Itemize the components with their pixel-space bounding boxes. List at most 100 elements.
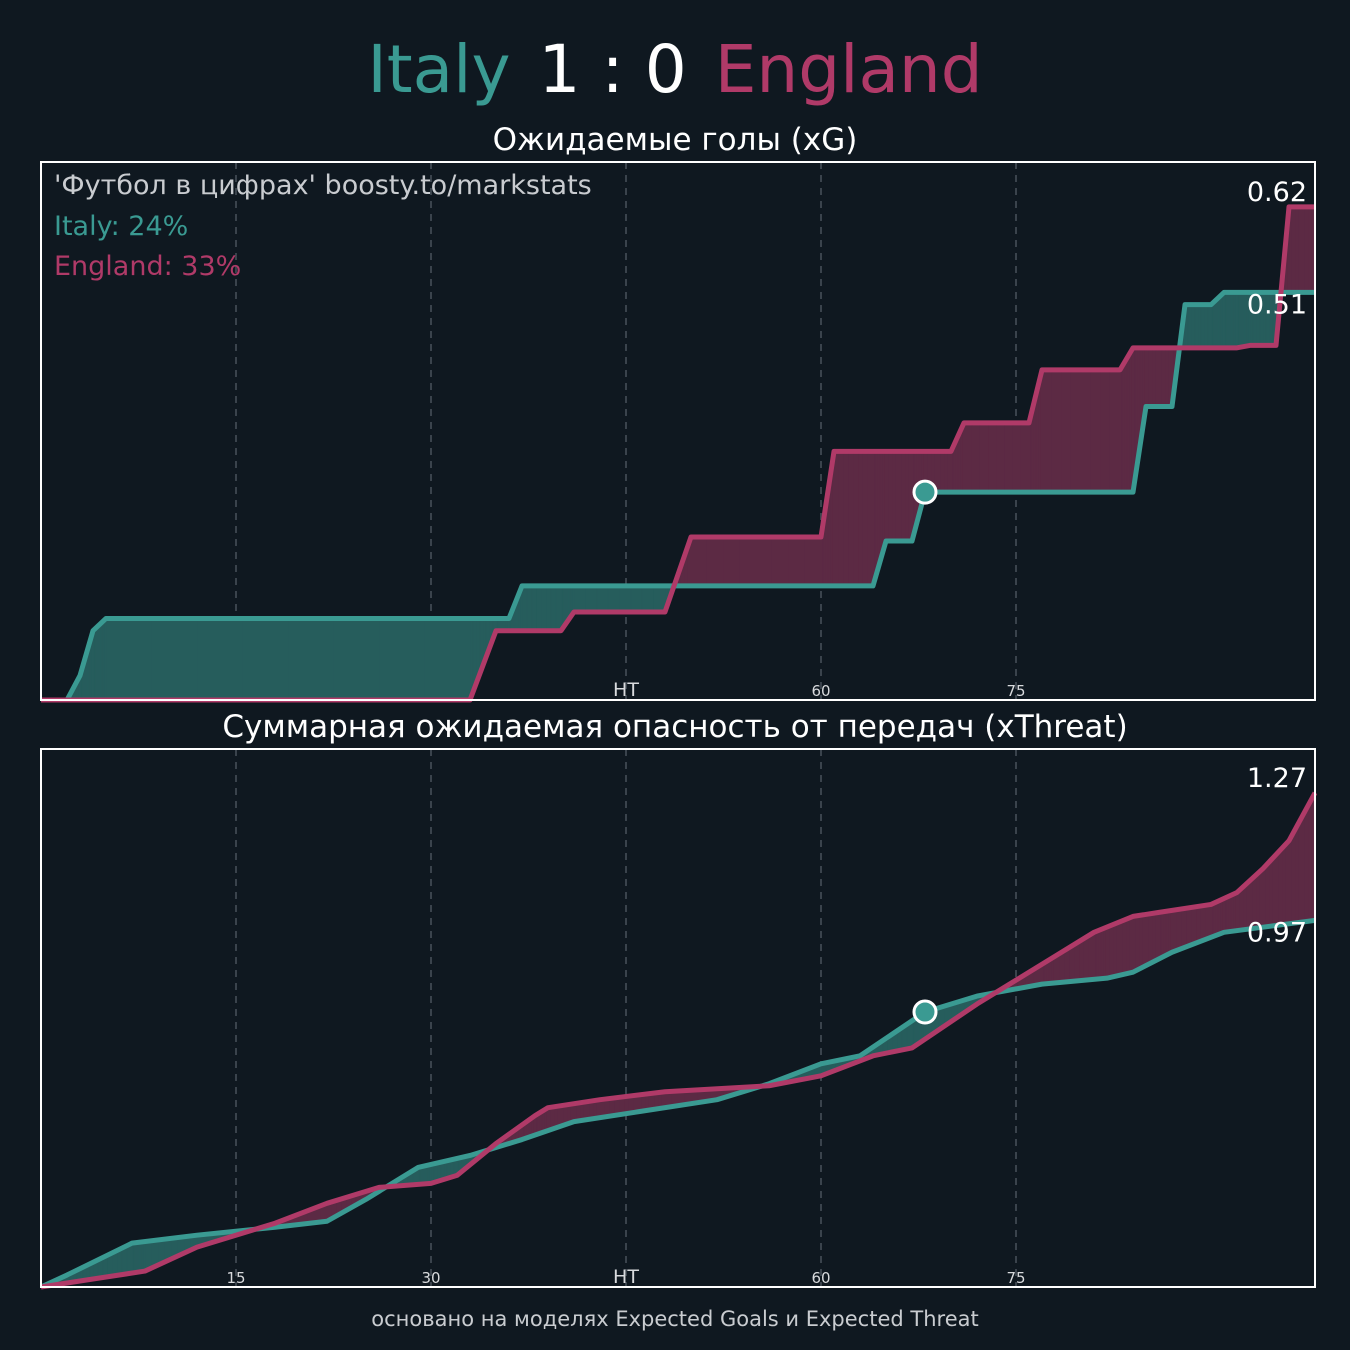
difference-fill [1161, 347, 1166, 407]
watermark: 'Футбол в цифрах' boosty.to/markstats [54, 170, 592, 201]
x-tick-label-15: 15 [226, 1269, 245, 1287]
difference-fill [151, 618, 198, 701]
away-series-line [40, 791, 1318, 1290]
difference-fill [1295, 206, 1300, 293]
difference-fill [1155, 347, 1160, 407]
difference-fill [1204, 304, 1209, 349]
difference-fill [706, 536, 724, 587]
difference-fill [1020, 422, 1030, 493]
difference-fill [1171, 909, 1178, 953]
difference-fill [196, 618, 243, 701]
difference-fill [378, 618, 425, 701]
difference-fill [333, 618, 380, 701]
difference-fill [1187, 304, 1192, 349]
difference-fill [1308, 206, 1313, 293]
x-tick-label-30: 30 [421, 1269, 440, 1287]
difference-fill [1196, 905, 1202, 944]
difference-fill [1282, 843, 1287, 925]
difference-fill [848, 451, 854, 587]
difference-fill [1191, 304, 1196, 349]
difference-fill [843, 451, 849, 587]
difference-fill [1109, 369, 1121, 493]
difference-fill [573, 585, 586, 613]
home-end-value-label: 0.97 [1247, 917, 1307, 948]
difference-fill [723, 536, 741, 587]
difference-fill [1181, 907, 1187, 949]
difference-fill [607, 585, 620, 613]
difference-fill [908, 451, 913, 542]
x-tick-label-60: 60 [811, 1269, 830, 1287]
difference-fill [979, 422, 989, 493]
difference-fill [1109, 923, 1114, 978]
difference-fill [937, 451, 942, 493]
difference-fill [1142, 914, 1147, 968]
difference-fill [1074, 940, 1080, 982]
difference-fill [867, 451, 874, 587]
difference-fill [1295, 822, 1300, 924]
difference-fill [1165, 347, 1170, 407]
difference-fill [1194, 304, 1199, 349]
difference-fill [1148, 347, 1153, 407]
difference-fill [630, 585, 643, 613]
difference-fill [1301, 206, 1306, 293]
difference-fill [1100, 369, 1111, 493]
goal-marker [912, 479, 938, 505]
match-scoreline: Italy 1 : 0 England [0, 28, 1350, 112]
difference-fill [287, 618, 334, 701]
difference-fill [1041, 369, 1053, 493]
away-possession: England: 33% [54, 251, 242, 282]
difference-fill [898, 451, 903, 542]
difference-fill [1148, 913, 1153, 965]
difference-fill [690, 536, 708, 587]
home-series-line [41, 289, 1315, 703]
difference-fill [526, 585, 533, 632]
difference-fill [1004, 422, 1014, 493]
difference-fill [858, 451, 864, 587]
difference-fill [862, 451, 869, 587]
difference-fill [1145, 347, 1150, 407]
difference-fill [771, 536, 789, 587]
x-tick-label-60: 60 [811, 682, 830, 700]
difference-fill [1106, 925, 1111, 979]
difference-fill [947, 451, 952, 493]
difference-fill [1158, 347, 1163, 407]
away-team-name: England [714, 31, 983, 108]
difference-fill [1269, 857, 1274, 927]
difference-fill [1126, 917, 1131, 975]
difference-fill [1278, 846, 1283, 926]
difference-fill [833, 451, 840, 587]
difference-fill [905, 451, 910, 542]
difference-fill [739, 536, 757, 587]
difference-fill [988, 422, 997, 493]
difference-fill [838, 451, 845, 587]
difference-fill [1090, 369, 1101, 493]
difference-fill [1301, 810, 1306, 923]
difference-fill [1291, 206, 1296, 293]
difference-fill [1298, 206, 1303, 293]
difference-fill [1061, 369, 1072, 493]
difference-fill [541, 585, 547, 632]
difference-fill [1122, 918, 1127, 975]
difference-fill [521, 585, 528, 632]
difference-fill [1139, 914, 1144, 970]
difference-fill [895, 451, 900, 542]
difference-fill [940, 451, 945, 493]
home-team-name: Italy [367, 31, 511, 108]
xthreat-chart: 15 30 HT 60 75 1.27 0.97 [39, 748, 1318, 1290]
difference-fill [1145, 913, 1150, 967]
difference-fill [1070, 369, 1082, 493]
chart-frame [40, 748, 1316, 1288]
difference-fill [1155, 912, 1160, 962]
home-possession: Italy: 24% [54, 211, 189, 242]
difference-fill [546, 585, 552, 632]
difference-fill [242, 618, 289, 701]
difference-fill [641, 585, 654, 613]
difference-fill [1275, 850, 1280, 926]
difference-fill [1116, 921, 1121, 977]
difference-fill [1176, 908, 1183, 951]
x-tick-label-75: 75 [1006, 682, 1025, 700]
goal-marker [912, 999, 938, 1025]
difference-fill [1088, 931, 1095, 981]
difference-fill [1308, 798, 1313, 922]
